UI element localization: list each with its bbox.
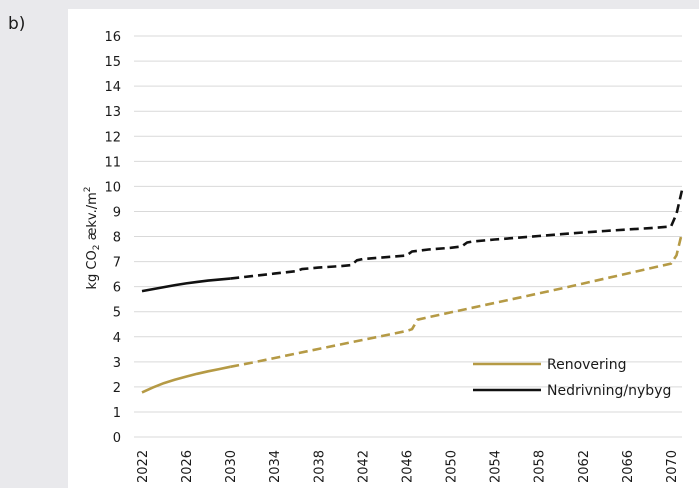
x-tick-label: 2058 xyxy=(533,450,548,483)
x-tick-label: 2050 xyxy=(445,450,460,483)
y-tick-label: 3 xyxy=(113,356,121,371)
series-line-solid-0 xyxy=(141,365,231,394)
x-tick-label: 2054 xyxy=(489,450,504,483)
x-tick-label: 2026 xyxy=(180,450,195,483)
legend: Renovering Nedrivning/nybyg xyxy=(473,357,671,399)
y-tick-label: 13 xyxy=(104,105,121,120)
y-tick-label: 14 xyxy=(104,80,121,95)
x-tick-label: 2066 xyxy=(621,450,636,483)
y-tick-label: 11 xyxy=(104,155,121,170)
x-tick-label: 2030 xyxy=(224,450,239,483)
legend-label: Nedrivning/nybyg xyxy=(547,383,671,399)
x-axis-ticks: 2022 2026 2030 2034 2038 2042 2046 2050 2054 2058… xyxy=(136,450,680,483)
y-tick-label: 2 xyxy=(113,381,121,396)
y-tick-label: 0 xyxy=(113,431,121,446)
y-tick-label: 16 xyxy=(104,30,121,45)
x-tick-label: 2038 xyxy=(312,450,327,483)
x-tick-label: 2046 xyxy=(400,450,415,483)
y-tick-label: 12 xyxy=(104,130,121,145)
series-line-dashed-1 xyxy=(230,189,684,280)
x-tick-label: 2042 xyxy=(356,450,371,483)
x-tick-label: 2070 xyxy=(665,450,680,483)
y-tick-label: 15 xyxy=(104,55,121,70)
x-tick-label: 2034 xyxy=(268,450,283,483)
y-tick-label: 10 xyxy=(104,180,121,195)
series-line-solid-1 xyxy=(141,277,231,293)
y-tick-label: 7 xyxy=(113,256,121,271)
y-tick-label: 1 xyxy=(113,406,121,421)
panel-label: b) xyxy=(8,14,26,34)
y-tick-label: 6 xyxy=(113,281,121,296)
series-line-dashed-0 xyxy=(229,232,684,369)
y-tick-label: 9 xyxy=(113,205,121,220)
x-tick-label: 2022 xyxy=(136,450,151,483)
legend-label: Renovering xyxy=(547,357,626,373)
y-tick-label: 8 xyxy=(113,231,121,246)
plot-area xyxy=(68,9,699,488)
y-axis-label: kg CO2 ækv./m2 xyxy=(83,187,102,290)
x-tick-label: 2062 xyxy=(577,450,592,483)
grid xyxy=(134,35,682,438)
y-tick-label: 5 xyxy=(113,306,121,321)
series-lines xyxy=(141,189,684,394)
y-tick-label: 4 xyxy=(113,331,121,346)
